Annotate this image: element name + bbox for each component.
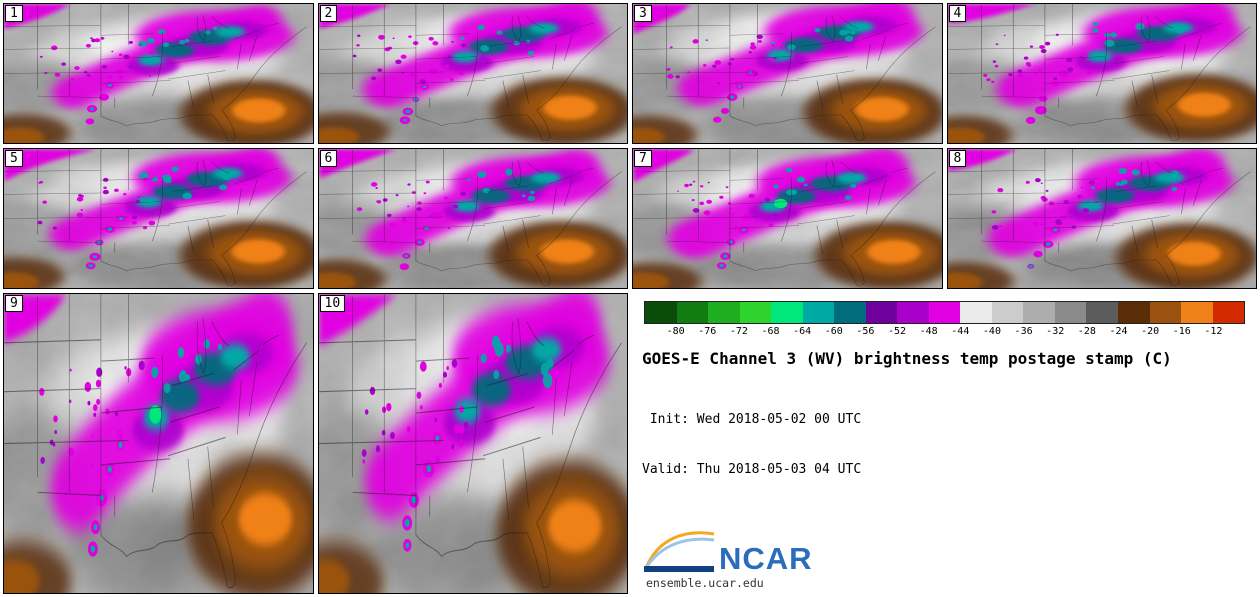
wv-map-5 — [4, 148, 313, 288]
ensemble-member-panel-10: 10 — [317, 292, 628, 594]
wv-map-3 — [633, 4, 942, 143]
colorbar-segment — [739, 301, 772, 323]
ensemble-member-panel-8: 8 — [946, 147, 1257, 289]
colorbar-segment — [834, 301, 866, 323]
colorbar-segment — [802, 301, 835, 323]
ensemble-member-panel-7: 7 — [632, 147, 943, 289]
panel-number-label: 2 — [319, 5, 338, 22]
colorbar-segments — [644, 300, 1245, 324]
panel-number-label: 4 — [948, 5, 967, 22]
colorbar-segment — [960, 301, 992, 323]
ensemble-member-panel-4: 4 — [946, 3, 1257, 144]
panel-number-label: 1 — [5, 5, 23, 22]
wv-map-8 — [947, 148, 1256, 288]
colorbar-tick: -80 — [666, 325, 685, 337]
colorbar-segment — [1212, 301, 1245, 323]
colorbar-tick: -16 — [1172, 325, 1191, 337]
colorbar-segment — [1023, 301, 1055, 323]
ensemble-member-panel-2: 2 — [317, 3, 628, 144]
colorbar-tick: -40 — [982, 325, 1001, 337]
wv-map-4 — [947, 4, 1256, 143]
colorbar-segment — [645, 301, 677, 323]
panel-number-label: 6 — [319, 149, 338, 167]
colorbar-tick: -52 — [888, 325, 907, 337]
colorbar-tick: -44 — [951, 325, 970, 337]
init-time: Init: Wed 2018-05-02 00 UTC — [642, 411, 862, 427]
colorbar: -80 -76 -72 -68 -64 -60 -56 -52 -48 -44 -40 -36 -32-… — [644, 300, 1245, 339]
panel-number-label: 9 — [5, 294, 23, 312]
wv-map-7 — [633, 148, 942, 288]
colorbar-tick-labels: -80 -76 -72 -68 -64 -60 -56 -52 -48 -44 -40 -36 -32-… — [644, 326, 1245, 339]
ncar-logo-text: NCAR — [719, 540, 813, 576]
colorbar-tick: -64 — [793, 325, 812, 337]
valid-time: Valid: Thu 2018-05-03 04 UTC — [642, 462, 862, 478]
colorbar-segment — [897, 301, 929, 323]
ncar-swoosh-icon — [644, 531, 715, 572]
time-info: Init: Wed 2018-05-02 00 UTC Valid: Thu 2… — [642, 378, 1247, 513]
colorbar-segment — [1117, 301, 1150, 323]
panel-number-label: 7 — [634, 149, 652, 167]
colorbar-tick: -24 — [1109, 325, 1128, 337]
colorbar-segment — [771, 301, 803, 323]
colorbar-tick: -68 — [761, 325, 780, 337]
panel-number-label: 3 — [634, 5, 652, 22]
ensemble-url: ensemble.ucar.edu — [646, 576, 764, 590]
colorbar-tick: -60 — [824, 325, 843, 337]
colorbar-segment — [708, 301, 740, 323]
colorbar-segment — [991, 301, 1024, 323]
wv-map-10 — [318, 293, 627, 593]
colorbar-tick: -12 — [1204, 325, 1223, 337]
colorbar-tick: -56 — [856, 325, 875, 337]
legend-and-info-cell: -80 -76 -72 -68 -64 -60 -56 -52 -48 -44 -40 -36 -32-… — [632, 292, 1257, 594]
colorbar-tick: -48 — [919, 325, 938, 337]
panel-number-label: 10 — [319, 294, 346, 312]
ncar-logo: NCAR — [644, 526, 1247, 576]
ensemble-member-panel-3: 3 — [632, 3, 943, 144]
colorbar-tick: -76 — [698, 325, 717, 337]
colorbar-segment — [865, 301, 898, 323]
colorbar-tick: -20 — [1141, 325, 1160, 337]
wv-map-9 — [4, 293, 313, 593]
colorbar-segment — [1149, 301, 1182, 323]
ensemble-member-panel-6: 6 — [317, 147, 628, 289]
colorbar-tick: -72 — [729, 325, 748, 337]
colorbar-tick: -36 — [1014, 325, 1033, 337]
colorbar-segment — [676, 301, 709, 323]
panel-number-label: 5 — [5, 149, 23, 167]
colorbar-segment — [1086, 301, 1118, 323]
wv-map-1 — [4, 4, 313, 143]
chart-title: GOES-E Channel 3 (WV) brightness temp po… — [642, 348, 1172, 368]
colorbar-segment — [1054, 301, 1087, 323]
ensemble-member-panel-5: 5 — [3, 147, 314, 289]
colorbar-tick: -28 — [1077, 325, 1096, 337]
panel-number-label: 8 — [948, 149, 967, 167]
wv-map-6 — [318, 148, 627, 288]
colorbar-segment — [1181, 301, 1213, 323]
ensemble-member-panel-1: 1 — [3, 3, 314, 144]
wv-map-2 — [318, 4, 627, 143]
colorbar-tick: -32 — [1046, 325, 1065, 337]
colorbar-segment — [928, 301, 961, 323]
ensemble-member-panel-9: 9 — [3, 292, 314, 594]
